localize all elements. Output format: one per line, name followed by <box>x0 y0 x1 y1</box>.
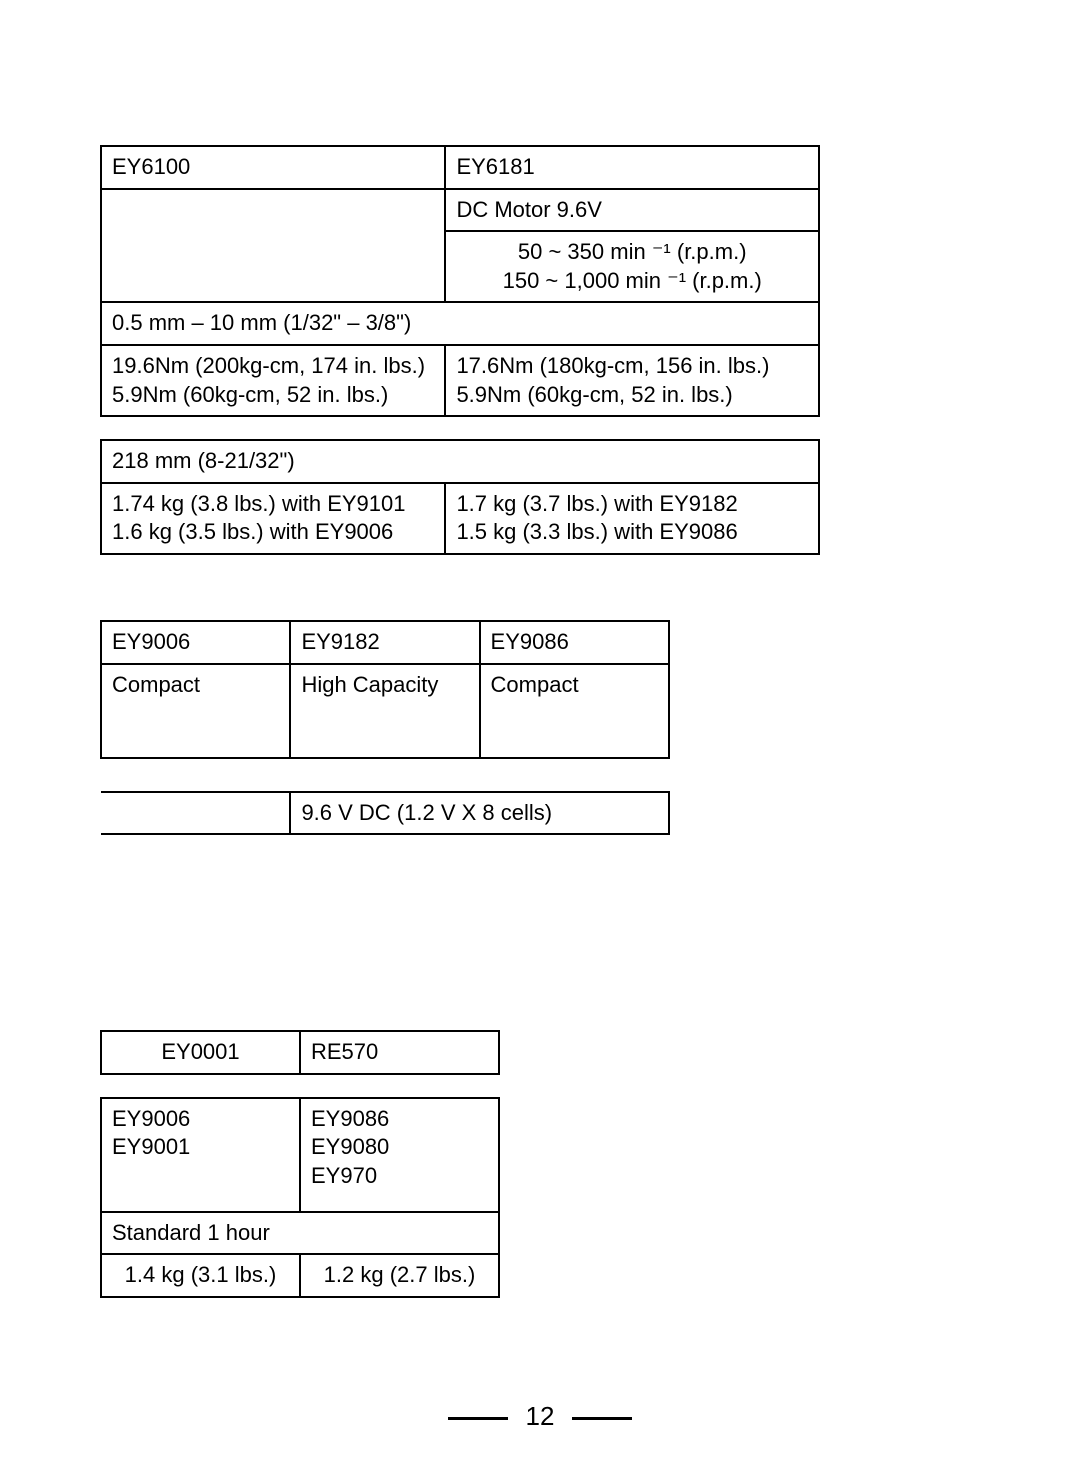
cell-empty <box>101 189 445 232</box>
cell-empty <box>101 231 445 302</box>
table-row: 50 ~ 350 min ⁻¹ (r.p.m.)150 ~ 1,000 min … <box>101 231 819 302</box>
cell: 218 mm (8-21/32") <box>101 440 819 483</box>
cell: EY9182 <box>290 621 479 664</box>
spec-table-3: EY0001 RE570 EY9006EY9001 EY9086EY9080EY… <box>100 1030 500 1298</box>
cell: Compact <box>101 664 290 758</box>
cell: Standard 1 hour <box>101 1212 499 1255</box>
table-row: EY6100 EY6181 <box>101 146 819 189</box>
table-row <box>101 1074 499 1098</box>
cell: 17.6Nm (180kg-cm, 156 in. lbs.)5.9Nm (60… <box>445 345 819 416</box>
cell: EY9086EY9080EY970 <box>300 1098 499 1212</box>
cell: 1.74 kg (3.8 lbs.) with EY91011.6 kg (3.… <box>101 483 445 554</box>
table-row: DC Motor 9.6V <box>101 189 819 232</box>
cell-empty <box>101 792 290 835</box>
cell: Compact <box>480 664 669 758</box>
table-row: 0.5 mm – 10 mm (1/32" – 3/8") <box>101 302 819 345</box>
cell: EY9086 <box>480 621 669 664</box>
cell: EY9006 <box>101 621 290 664</box>
cell: 1.2 kg (2.7 lbs.) <box>300 1254 499 1297</box>
page-number: 12 <box>0 1401 1080 1432</box>
cell: EY6100 <box>101 146 445 189</box>
table-row: 218 mm (8-21/32") <box>101 440 819 483</box>
cell: EY9006EY9001 <box>101 1098 300 1212</box>
cell: RE570 <box>300 1031 499 1074</box>
spec-table-2: EY9006 EY9182 EY9086 Compact High Capaci… <box>100 620 670 835</box>
cell: 19.6Nm (200kg-cm, 174 in. lbs.)5.9Nm (60… <box>101 345 445 416</box>
table-row: 9.6 V DC (1.2 V X 8 cells) <box>101 792 669 835</box>
table-row: 1.4 kg (3.1 lbs.) 1.2 kg (2.7 lbs.) <box>101 1254 499 1297</box>
cell: EY6181 <box>445 146 819 189</box>
cell: 1.7 kg (3.7 lbs.) with EY91821.5 kg (3.3… <box>445 483 819 554</box>
table-row: Compact High Capacity Compact <box>101 664 669 758</box>
cell: High Capacity <box>290 664 479 758</box>
cell: EY0001 <box>101 1031 300 1074</box>
table-row: 19.6Nm (200kg-cm, 174 in. lbs.)5.9Nm (60… <box>101 345 819 416</box>
table-row <box>101 416 819 440</box>
rule-left <box>448 1417 508 1420</box>
spacer <box>101 758 669 792</box>
table-row: EY9006 EY9182 EY9086 <box>101 621 669 664</box>
table-row <box>101 758 669 792</box>
spacer <box>101 1074 499 1098</box>
cell: 1.4 kg (3.1 lbs.) <box>101 1254 300 1297</box>
rule-right <box>572 1417 632 1420</box>
spec-table-1: EY6100 EY6181 DC Motor 9.6V 50 ~ 350 min… <box>100 145 820 555</box>
cell: 50 ~ 350 min ⁻¹ (r.p.m.)150 ~ 1,000 min … <box>445 231 819 302</box>
page-number-value: 12 <box>526 1401 555 1431</box>
table-row: Standard 1 hour <box>101 1212 499 1255</box>
cell: 0.5 mm – 10 mm (1/32" – 3/8") <box>101 302 819 345</box>
table-row: 1.74 kg (3.8 lbs.) with EY91011.6 kg (3.… <box>101 483 819 554</box>
table-row: EY9006EY9001 EY9086EY9080EY970 <box>101 1098 499 1212</box>
cell: 9.6 V DC (1.2 V X 8 cells) <box>290 792 669 835</box>
table-row: EY0001 RE570 <box>101 1031 499 1074</box>
spacer <box>101 416 819 440</box>
cell: DC Motor 9.6V <box>445 189 819 232</box>
